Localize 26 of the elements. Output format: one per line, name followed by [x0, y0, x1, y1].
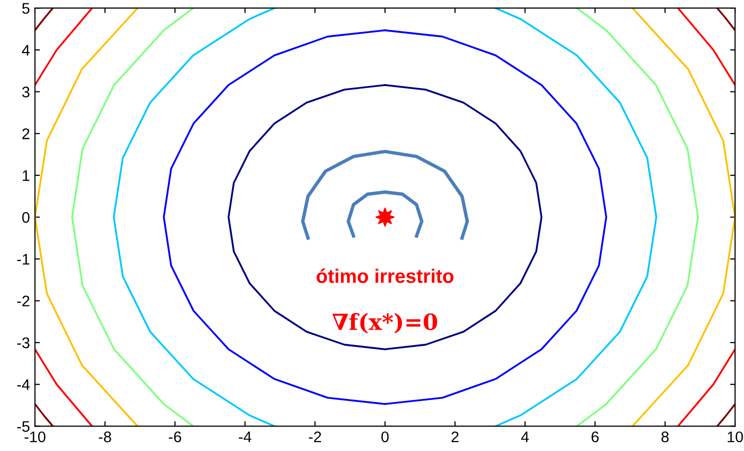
annotation: ótimo irrestrito: [316, 268, 454, 283]
y-tick-label: -2: [17, 296, 30, 306]
y-tick-label: 1: [22, 170, 30, 181]
x-tick-label: 10: [728, 431, 743, 442]
x-tick-label: -2: [308, 431, 322, 442]
annotation: ∇f(x*)=0: [332, 313, 438, 334]
y-tick-label: 0: [22, 212, 30, 223]
y-tick-label: -3: [17, 337, 30, 348]
y-tick-label: -5: [17, 421, 30, 432]
line-series: [346, 190, 424, 238]
line-series: [301, 150, 469, 240]
x-tick-label: 8: [661, 431, 669, 442]
x-tick-label: -8: [98, 431, 112, 442]
y-tick-label: 2: [22, 128, 30, 140]
x-tick-label: 0: [381, 431, 389, 442]
y-tick-label: -1: [17, 254, 30, 264]
x-tick-label: 6: [592, 431, 599, 442]
y-tick-label: -4: [17, 379, 30, 390]
x-tick-label: -6: [168, 431, 182, 442]
x-tick-label: 2: [452, 431, 459, 442]
x-tick-label: -10: [24, 431, 46, 442]
y-tick-label: 3: [22, 86, 30, 98]
x-tick-label: -4: [238, 432, 252, 442]
y-tick-label: 4: [22, 44, 30, 56]
x-tick-label: 4: [521, 432, 529, 442]
y-tick-label: 5: [22, 3, 30, 14]
